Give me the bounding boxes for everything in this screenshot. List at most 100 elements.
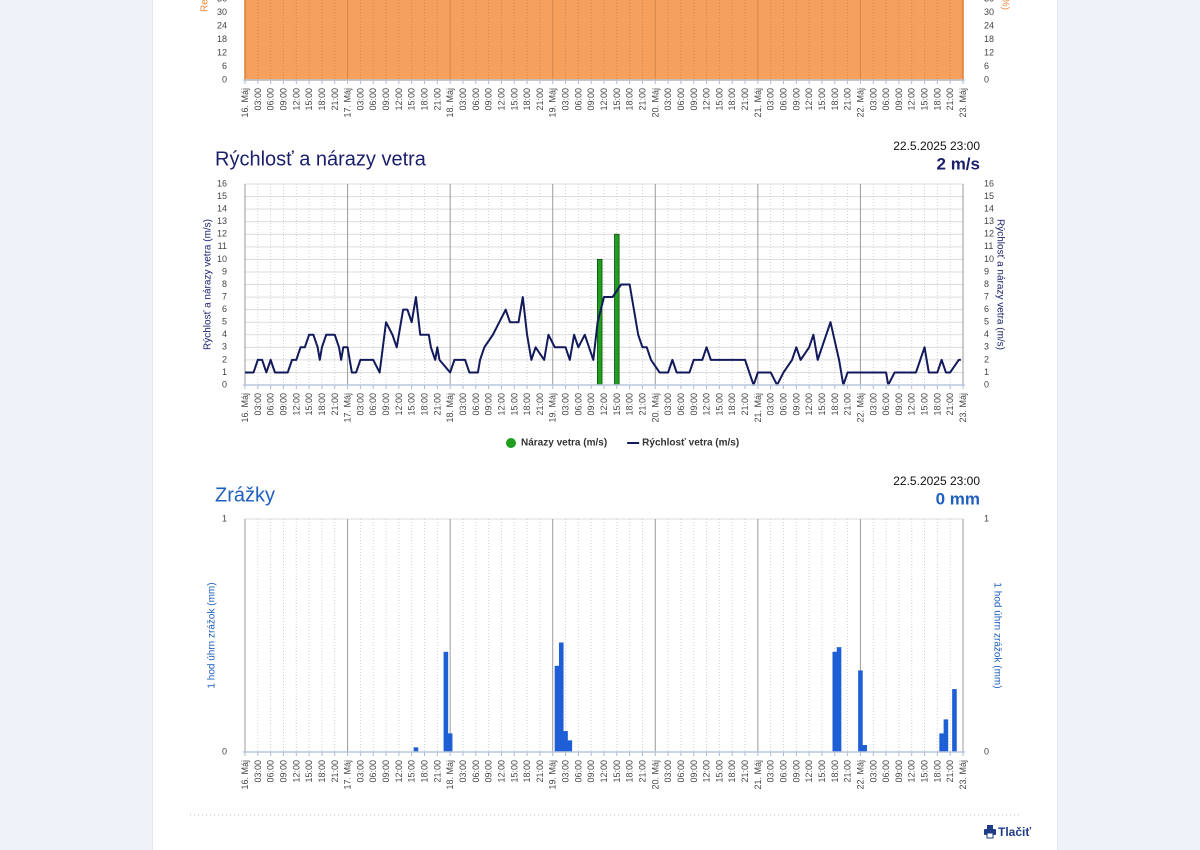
- x-tick-label: 15:00: [407, 88, 417, 111]
- x-tick-label: 03:00: [663, 760, 673, 783]
- x-tick-label: 09:00: [586, 760, 596, 783]
- x-tick-label: 21:00: [432, 393, 442, 416]
- x-tick-label: 12:00: [702, 88, 712, 111]
- x-tick-label: 09:00: [791, 88, 801, 111]
- bar: [413, 747, 419, 752]
- x-tick-label: 09:00: [278, 760, 288, 783]
- x-tick-label: 12:00: [394, 760, 404, 783]
- x-tick-label: 18:00: [830, 88, 840, 111]
- x-tick-label: 06:00: [573, 88, 583, 111]
- x-tick-label: 19. Máj: [548, 88, 558, 118]
- y2-tick-label: 0: [984, 379, 989, 389]
- x-tick-label: 23. Máj: [958, 760, 968, 790]
- x-tick-label: 23. Máj: [958, 88, 968, 118]
- series-layer: [413, 642, 957, 752]
- x-tick-label: 06:00: [881, 760, 891, 783]
- x-tick-label: 18:00: [625, 88, 635, 111]
- y-tick-label: 0: [222, 746, 227, 756]
- y2-tick-label: 6: [984, 304, 989, 314]
- x-tick-label: 21:00: [535, 393, 545, 416]
- x-tick-label: 03:00: [561, 393, 571, 416]
- y2-tick-label: 1: [984, 367, 989, 377]
- timestamp: 22.5.2025 23:00: [893, 139, 980, 153]
- content-panel: [152, 0, 1058, 850]
- x-tick-label: 12:00: [599, 88, 609, 111]
- x-tick-label: 18:00: [932, 760, 942, 783]
- printer-icon-top: [987, 825, 993, 829]
- x-tick-label: 18:00: [625, 760, 635, 783]
- y2-tick-label: 12: [984, 47, 994, 57]
- y-tick-label: 18: [217, 34, 227, 44]
- x-tick-label: 06:00: [779, 393, 789, 416]
- y2-axis-label: Rýchlosť a nárazy vetra (m/s): [994, 219, 1005, 350]
- print-label[interactable]: Tlačiť: [998, 825, 1031, 839]
- y-tick-label: 7: [222, 291, 227, 301]
- x-tick-label: 06:00: [266, 88, 276, 111]
- x-tick-label: 21:00: [637, 393, 647, 416]
- x-tick-label: 12:00: [496, 393, 506, 416]
- y-tick-label: 2: [222, 354, 227, 364]
- y-tick-label: 12: [217, 47, 227, 57]
- x-tick-label: 23. Máj: [958, 393, 968, 423]
- grid: [244, 183, 964, 386]
- x-tick-label: 17. Máj: [343, 88, 353, 118]
- x-tick-label: 15:00: [817, 760, 827, 783]
- x-tick-label: 15:00: [407, 393, 417, 416]
- x-tick-label: 15:00: [407, 760, 417, 783]
- x-tick-label: 12:00: [496, 760, 506, 783]
- y2-tick-label: 1: [984, 513, 989, 523]
- x-tick-label: 12:00: [702, 393, 712, 416]
- x-tick-label: 09:00: [484, 88, 494, 111]
- y2-tick-label: 0: [984, 746, 989, 756]
- printer-icon-paper: [986, 832, 994, 839]
- legend-label: Rýchlosť vetra (m/s): [642, 438, 739, 449]
- y-tick-label: 30: [217, 7, 227, 17]
- bar: [563, 731, 568, 752]
- x-tick-label: 06:00: [471, 88, 481, 111]
- y2-tick-label: 15: [984, 191, 994, 201]
- x-tick-label: 21:00: [535, 88, 545, 111]
- x-tick-label: 09:00: [278, 393, 288, 416]
- x-tick-label: 16. Máj: [240, 88, 250, 118]
- y2-tick-label: 13: [984, 216, 994, 226]
- bar: [554, 665, 560, 752]
- x-tick-label: 15:00: [509, 393, 519, 416]
- x-tick-label: 09:00: [484, 760, 494, 783]
- x-tick-label: 06:00: [676, 760, 686, 783]
- x-tick-label: 20. Máj: [650, 393, 660, 423]
- bar: [447, 733, 453, 752]
- chart-title: Zrážky: [215, 484, 275, 506]
- legend-item[interactable]: Rýchlosť vetra (m/s): [627, 438, 739, 449]
- y2-tick-label: 12: [984, 229, 994, 239]
- x-tick-label: 03:00: [766, 88, 776, 111]
- x-tick-label: 03:00: [355, 393, 365, 416]
- y2-tick-label: 7: [984, 291, 989, 301]
- y2-tick-label: 16: [984, 178, 994, 188]
- x-tick-label: 06:00: [368, 393, 378, 416]
- x-tick-label: 18:00: [727, 760, 737, 783]
- x-tick-label: 21:00: [945, 88, 955, 111]
- x-tick-label: 18:00: [317, 393, 327, 416]
- x-tick-label: 09:00: [381, 88, 391, 111]
- y2-tick-label: 2: [984, 354, 989, 364]
- x-tick-label: 21:00: [432, 760, 442, 783]
- print-link[interactable]: Tlačiť: [984, 825, 1031, 839]
- y2-axis-label: 1 hod úhrn zrážok (mm): [991, 582, 1002, 688]
- x-tick-label: 22. Máj: [855, 393, 865, 423]
- x-tick-label: 12:00: [291, 760, 301, 783]
- y-tick-label: 12: [217, 229, 227, 239]
- bar: [567, 740, 573, 752]
- y-tick-label: 24: [217, 20, 227, 30]
- x-tick-label: 06:00: [676, 88, 686, 111]
- y-tick-label: 11: [218, 241, 227, 251]
- x-tick-label: 21. Máj: [753, 88, 763, 118]
- x-tick-label: 21. Máj: [753, 393, 763, 423]
- x-tick-label: 18:00: [932, 393, 942, 416]
- x-tick-label: 03:00: [868, 88, 878, 111]
- y2-tick-label: 30: [984, 7, 994, 17]
- x-tick-label: 18:00: [727, 88, 737, 111]
- legend-item[interactable]: Nárazy vetra (m/s): [506, 438, 607, 449]
- x-tick-label: 19. Máj: [548, 393, 558, 423]
- x-tick-label: 03:00: [253, 88, 263, 111]
